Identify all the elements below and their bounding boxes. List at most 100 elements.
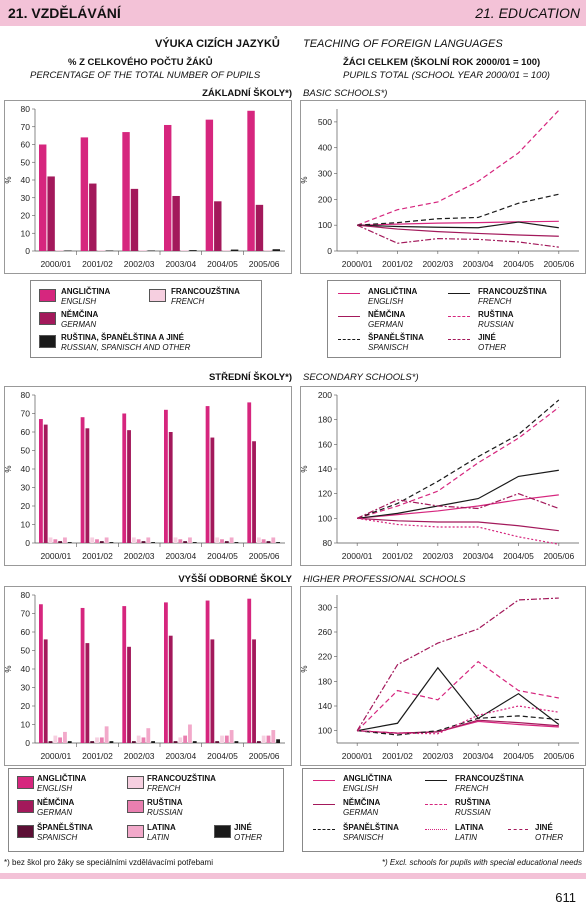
- bar: [146, 728, 151, 743]
- y-axis-label: %: [301, 465, 309, 472]
- x-tick-label: 2002/03: [124, 259, 155, 269]
- legend-english-en: ENGLISH: [61, 296, 97, 306]
- x-tick-label: 2004/05: [207, 751, 238, 761]
- bar: [168, 432, 173, 543]
- series-line: [357, 715, 559, 736]
- bar: [130, 188, 139, 251]
- bar: [234, 741, 239, 743]
- bar: [252, 639, 256, 743]
- y-tick-label: 160: [318, 439, 332, 449]
- bar: [256, 741, 261, 743]
- swatch-english: [39, 289, 56, 302]
- bar: [271, 730, 276, 743]
- legend-spanish-cz: ŠPANĚLŠTINA: [37, 823, 93, 832]
- bar: [272, 249, 280, 251]
- x-tick-label: 2002/03: [124, 751, 155, 761]
- bar: [229, 730, 234, 743]
- legend-latin-en: LATIN: [147, 832, 170, 842]
- y-tick-label: 140: [318, 701, 332, 711]
- x-tick-label: 2004/05: [503, 751, 534, 761]
- line-german: [338, 316, 360, 317]
- x-tick-label: 2003/04: [463, 551, 494, 561]
- bar: [205, 600, 210, 743]
- legend-english-en: ENGLISH: [343, 783, 379, 793]
- bar: [136, 735, 141, 743]
- y-tick-label: 500: [318, 117, 332, 127]
- bar: [141, 541, 146, 543]
- bar: [255, 204, 264, 251]
- bar: [80, 417, 85, 543]
- line-russian: [425, 804, 447, 805]
- y-axis-label: %: [5, 665, 13, 672]
- legend-german-en: GERMAN: [61, 319, 97, 329]
- series-line: [356, 406, 560, 519]
- bar: [127, 430, 131, 543]
- bar: [109, 741, 114, 743]
- legend-french-cz: FRANCOUZŠTINA: [455, 774, 524, 783]
- bar: [63, 537, 67, 543]
- swatch-german: [17, 800, 34, 813]
- bar: [43, 424, 48, 543]
- bar: [164, 409, 168, 543]
- main-title-cz: VÝUKA CIZÍCH JAZYKŮ: [155, 38, 280, 50]
- y-tick-label: 80: [21, 590, 31, 600]
- bar: [192, 542, 197, 543]
- bar: [122, 606, 127, 743]
- bar: [178, 539, 183, 543]
- series-line: [357, 719, 559, 734]
- y-tick-label: 70: [21, 122, 31, 132]
- bar: [222, 250, 230, 251]
- legend-french-cz: FRANCOUZŠTINA: [171, 287, 240, 296]
- bar: [164, 124, 172, 251]
- chart-higher-lines: 100 140 180 220 260 300% 2000/01 2001/02 2002/03…: [300, 586, 586, 766]
- x-tick-label: 2000/01: [342, 751, 373, 761]
- bar: [224, 735, 229, 743]
- y-tick-label: 30: [21, 193, 31, 203]
- bar: [64, 250, 72, 251]
- higher-title-en: HIGHER PROFESSIONAL SCHOOLS: [303, 574, 466, 585]
- bar: [67, 741, 72, 743]
- footnote-en: *) Excl. schools for pupils with special…: [381, 858, 582, 867]
- legend-higher-bars: ANGLIČTINA ENGLISH FRANCOUZŠTINA FRENCH NĚ…: [8, 768, 284, 852]
- bar: [43, 639, 48, 743]
- chart-basic-lines: 0 100 200 300 400 500% 2000/01 2001/02 2002/03 20…: [300, 100, 586, 274]
- bar: [39, 144, 47, 251]
- bar: [230, 249, 239, 251]
- swatch-russian: [127, 800, 144, 813]
- x-tick-label: 2003/04: [463, 259, 494, 269]
- swatch-english: [17, 776, 34, 789]
- bar: [252, 441, 256, 543]
- y-tick-label: 100: [318, 220, 332, 230]
- bar: [151, 741, 155, 743]
- bar: [168, 635, 173, 743]
- legend-spanish-cz: ŠPANĚLŠTINA: [368, 333, 424, 342]
- footnote-cz: *) bez škol pro žáky se speciálními vzdě…: [4, 858, 213, 867]
- bar: [261, 735, 266, 743]
- chart-higher-bars: 0 10 20 30 40 50 60 70 80% 2000/01 2001/02 2002/03 2…: [4, 586, 292, 766]
- legend-spanish-en: SPANISCH: [368, 342, 409, 352]
- header-band: 21. VZDĚLÁVÁNÍ 21. EDUCATION: [0, 0, 586, 26]
- bar: [39, 419, 43, 543]
- series-line: [356, 224, 559, 248]
- bar: [63, 731, 67, 743]
- y-tick-label: 20: [21, 211, 31, 221]
- bar: [188, 724, 192, 743]
- x-tick-label: 2002/03: [124, 551, 155, 561]
- bar: [141, 737, 146, 743]
- series-line: [357, 705, 559, 735]
- bar: [139, 250, 147, 251]
- bar: [80, 607, 85, 743]
- x-tick-label: 2004/05: [503, 551, 534, 561]
- x-tick-label: 2000/01: [342, 551, 373, 561]
- legend-other-en: OTHER: [478, 342, 506, 352]
- series-line: [356, 493, 560, 519]
- legend-russian-en: RUSSIAN: [478, 319, 514, 329]
- y-tick-label: 180: [318, 676, 332, 686]
- series-line: [357, 193, 559, 226]
- x-tick-label: 2005/06: [543, 751, 574, 761]
- line-latin: [425, 829, 447, 830]
- bar: [220, 735, 224, 743]
- chart-secondary-lines: 80 100 120 140 160 180 200% 2000/01 2001/02 2002/…: [300, 386, 586, 566]
- bar: [247, 110, 255, 252]
- y-tick-label: 300: [318, 169, 332, 179]
